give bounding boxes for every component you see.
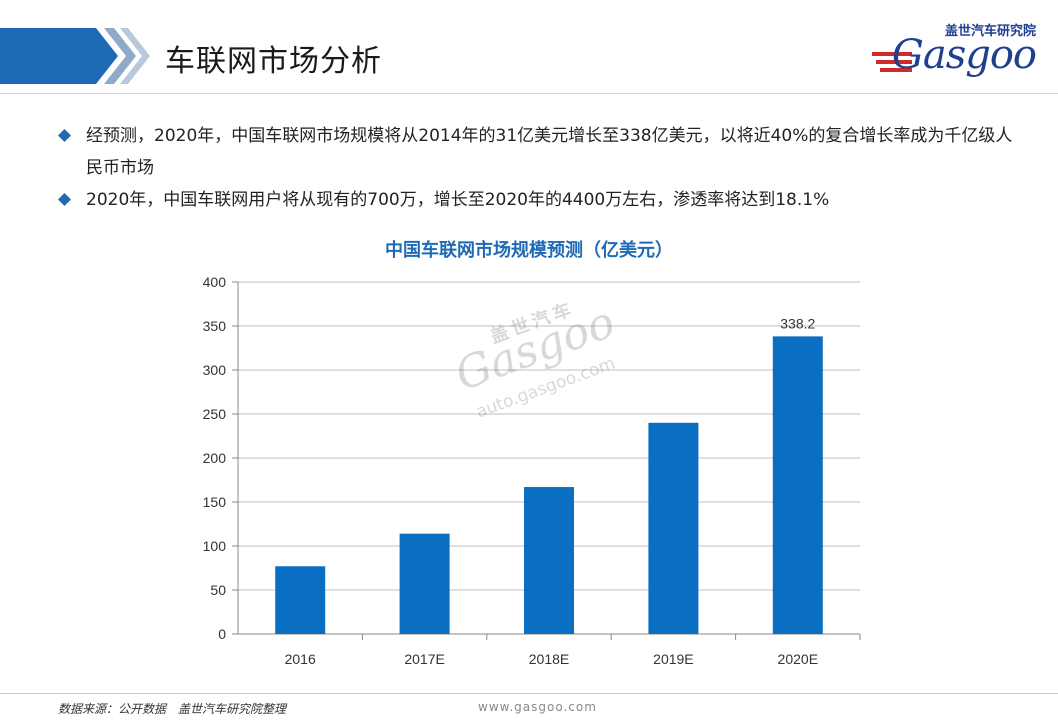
y-tick-label: 200 — [203, 450, 227, 466]
logo-wordmark: Gasgoo — [891, 32, 1037, 78]
x-tick-label: 2019E — [653, 651, 693, 667]
chart-title: 中国车联网市场规模预测（亿美元） — [385, 240, 673, 261]
bullet-text: 2020年，中国车联网用户将从现有的700万，增长至2020年的4400万左右，… — [86, 190, 830, 210]
y-tick-label: 0 — [218, 626, 226, 642]
header-divider — [0, 93, 1058, 94]
logo-stripes-icon — [872, 52, 912, 72]
y-tick-label: 250 — [203, 406, 227, 422]
bullet-item: 经预测，2020年，中国车联网市场规模将从2014年的31亿美元增长至338亿美… — [58, 120, 1018, 184]
title-bar-chevron — [0, 28, 150, 84]
footer-divider — [0, 693, 1058, 694]
diamond-bullet-icon — [58, 193, 71, 206]
x-tick-label: 2018E — [529, 651, 569, 667]
bar — [275, 566, 326, 634]
bar — [648, 422, 699, 634]
y-tick-label: 50 — [210, 582, 226, 598]
footer-url: www.gasgoo.com — [478, 700, 597, 714]
y-tick-label: 300 — [203, 362, 227, 378]
bullet-text: 经预测，2020年，中国车联网市场规模将从2014年的31亿美元增长至338亿美… — [86, 126, 1013, 178]
logo-subtitle: 盖世汽车研究院 — [944, 24, 1036, 39]
y-tick-label: 350 — [203, 318, 227, 334]
data-label: 338.2 — [780, 315, 815, 331]
diamond-bullet-icon — [58, 129, 71, 142]
x-tick-label: 2020E — [778, 651, 818, 667]
bullet-list: 经预测，2020年，中国车联网市场规模将从2014年的31亿美元增长至338亿美… — [58, 120, 1018, 216]
bar — [772, 336, 823, 634]
y-tick-label: 150 — [203, 494, 227, 510]
y-tick-label: 400 — [203, 274, 227, 290]
bullet-item: 2020年，中国车联网用户将从现有的700万，增长至2020年的4400万左右，… — [58, 184, 1018, 216]
bar — [524, 487, 574, 634]
y-tick-label: 100 — [203, 538, 227, 554]
page-title: 车联网市场分析 — [165, 44, 382, 79]
gasgoo-logo: 盖世汽车研究院 Gasgoo — [872, 20, 1037, 82]
x-tick-label: 2016 — [285, 651, 316, 667]
x-tick-label: 2017E — [404, 651, 444, 667]
footer-source: 数据来源：公开数据 盖世汽车研究院整理 — [58, 702, 287, 716]
bar — [399, 533, 450, 634]
